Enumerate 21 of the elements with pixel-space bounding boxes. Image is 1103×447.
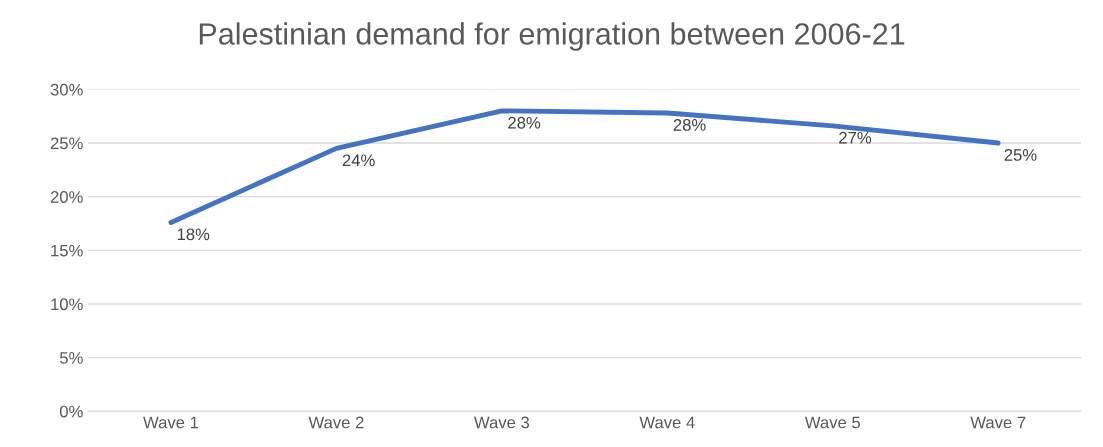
y-tick-label: 25% [50, 137, 83, 150]
data-label: 18% [177, 228, 210, 241]
line-series [168, 108, 1001, 225]
y-tick-label: 5% [59, 352, 83, 364]
data-label: 24% [342, 154, 375, 167]
y-tick-label: 15% [51, 244, 83, 257]
data-label: 25% [1004, 149, 1037, 161]
data-label: 28% [673, 119, 706, 131]
y-tick-label: 20% [50, 191, 83, 203]
data-label: 28% [508, 116, 541, 129]
x-tick-label: Wave 2 [308, 416, 364, 429]
x-tick-label: Wave 7 [970, 416, 1026, 429]
x-tick-label: Wave 5 [804, 416, 861, 429]
y-tick-label: 0% [59, 405, 83, 418]
chart-title: Palestinian demand for emigration between 2006-21 [199, 22, 905, 51]
x-tick-label: Wave 4 [639, 416, 695, 429]
x-tick-label: Wave 1 [143, 416, 199, 429]
y-tick-label: 10% [51, 298, 83, 311]
data-label: 27% [839, 131, 872, 144]
x-tick-label: Wave 3 [474, 416, 530, 429]
y-tick-label: 30% [50, 83, 83, 96]
